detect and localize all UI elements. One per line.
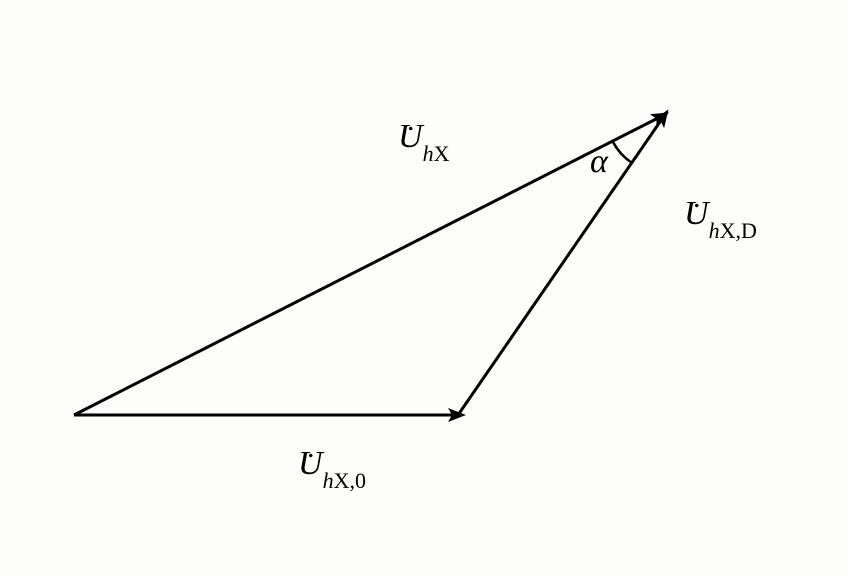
label-uhxd-sub-h: h — [709, 218, 720, 243]
label-uhx0: . UhX,0 — [298, 445, 366, 488]
label-uhx: . UhX — [398, 118, 449, 161]
label-uhx-sub-h: h — [423, 141, 434, 166]
dot-accent: . — [407, 104, 415, 138]
vector-uhxd — [458, 116, 664, 415]
vector-uhx — [74, 116, 662, 415]
label-uhxd: . UhX,D — [684, 195, 757, 238]
label-uhxd-sub-xd: X,D — [720, 218, 757, 243]
label-uhx0-sub-h: h — [323, 468, 334, 493]
angle-arc-alpha — [613, 142, 632, 163]
dot-accent: . — [693, 181, 701, 215]
label-uhx0-sub-x0: X,0 — [334, 468, 366, 493]
label-alpha: α — [590, 143, 608, 181]
dot-accent: . — [307, 431, 315, 465]
vector-diagram-svg — [0, 0, 848, 576]
label-uhx-sub-x: X — [434, 141, 450, 166]
